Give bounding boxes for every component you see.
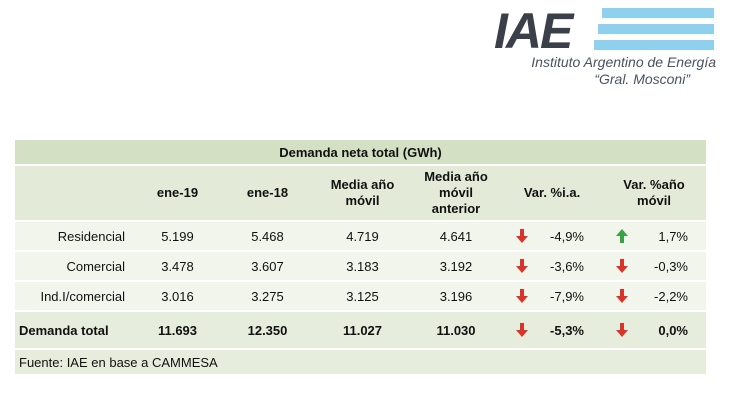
value-cell: 3.183 (315, 251, 410, 282)
org-name: Instituto Argentino de Energía (531, 54, 716, 70)
variation-cell: -2,2% (602, 281, 706, 312)
variation: -5,3% (506, 323, 598, 338)
variation-value: -4,9% (550, 228, 584, 244)
column-header: Var. %i.a. (502, 165, 602, 222)
value-cell: 11.027 (315, 311, 410, 350)
arrow-down (616, 323, 628, 337)
variation-cell: 1,7% (602, 221, 706, 252)
row-label: Ind.I/comercial (15, 281, 135, 312)
variation-cell: -3,6% (502, 251, 602, 282)
variation-cell: -0,3% (602, 251, 706, 282)
flag-stripes (594, 8, 714, 50)
demand-table: Demanda neta total (GWh) ene-19 ene-18 Med… (15, 140, 706, 376)
column-header: ene-18 (220, 165, 315, 222)
value-cell: 5.199 (135, 221, 220, 252)
variation-value: -2,2% (654, 288, 688, 304)
header-row: ene-19 ene-18 Media año móvil Media año móv… (15, 165, 706, 222)
row-label: Residencial (15, 221, 135, 252)
value-cell: 4.641 (410, 221, 502, 252)
row-label: Comercial (15, 251, 135, 282)
variation: -4,9% (506, 229, 598, 244)
column-header: Media año móvil (315, 165, 410, 222)
table-row: Ind.I/comercial 3.016 3.275 3.125 3.196 -7,9%… (15, 281, 706, 312)
variation-value: -7,9% (550, 288, 584, 304)
variation: 0,0% (606, 323, 702, 338)
value-cell: 11.693 (135, 311, 220, 350)
source-row: Fuente: IAE en base a CAMMESA (15, 349, 706, 376)
value-cell: 3.192 (410, 251, 502, 282)
arrow-down (516, 259, 528, 273)
arrow-down (616, 289, 628, 303)
value-cell: 4.719 (315, 221, 410, 252)
variation-value: 1,7% (658, 228, 688, 244)
value-cell: 3.125 (315, 281, 410, 312)
header-cell (15, 165, 135, 222)
value-cell: 3.016 (135, 281, 220, 312)
variation-cell: -5,3% (502, 311, 602, 350)
value-cell: 5.468 (220, 221, 315, 252)
arrow-down (616, 259, 628, 273)
value-cell: 12.350 (220, 311, 315, 350)
variation-value: -5,3% (550, 322, 584, 338)
column-header: Media año móvil anterior (410, 165, 502, 222)
value-cell: 3.196 (410, 281, 502, 312)
arrow-up (616, 229, 628, 243)
variation-cell: -7,9% (502, 281, 602, 312)
table-row: Demanda total 11.693 12.350 11.027 11.030 -5,… (15, 311, 706, 350)
source: Fuente: IAE en base a CAMMESA (15, 349, 706, 376)
variation: -2,2% (606, 289, 702, 304)
value-cell: 3.478 (135, 251, 220, 282)
row-label: Demanda total (15, 311, 135, 350)
logo-mark: IAE (494, 4, 575, 54)
variation: -0,3% (606, 259, 702, 274)
org-subtitle: “Gral. Mosconi” (594, 71, 690, 87)
arrow-down (516, 323, 528, 337)
table-title: Demanda neta total (GWh) (15, 140, 706, 166)
arrow-down (516, 289, 528, 303)
column-header: ene-19 (135, 165, 220, 222)
variation: 1,7% (606, 229, 702, 244)
variation: -3,6% (506, 259, 598, 274)
logo: IAE (494, 4, 714, 54)
variation-value: -3,6% (550, 258, 584, 274)
value-cell: 11.030 (410, 311, 502, 350)
variation-cell: 0,0% (602, 311, 706, 350)
variation-value: -0,3% (654, 258, 688, 274)
table-row: Comercial 3.478 3.607 3.183 3.192 -3,6% -0,3% (15, 251, 706, 282)
variation-cell: -4,9% (502, 221, 602, 252)
arrow-down (516, 229, 528, 243)
column-header: Var. %año móvil (602, 165, 706, 222)
value-cell: 3.607 (220, 251, 315, 282)
table-row: Residencial 5.199 5.468 4.719 4.641 -4,9% 1,7% (15, 221, 706, 252)
value-cell: 3.275 (220, 281, 315, 312)
variation: -7,9% (506, 289, 598, 304)
variation-value: 0,0% (658, 322, 688, 338)
